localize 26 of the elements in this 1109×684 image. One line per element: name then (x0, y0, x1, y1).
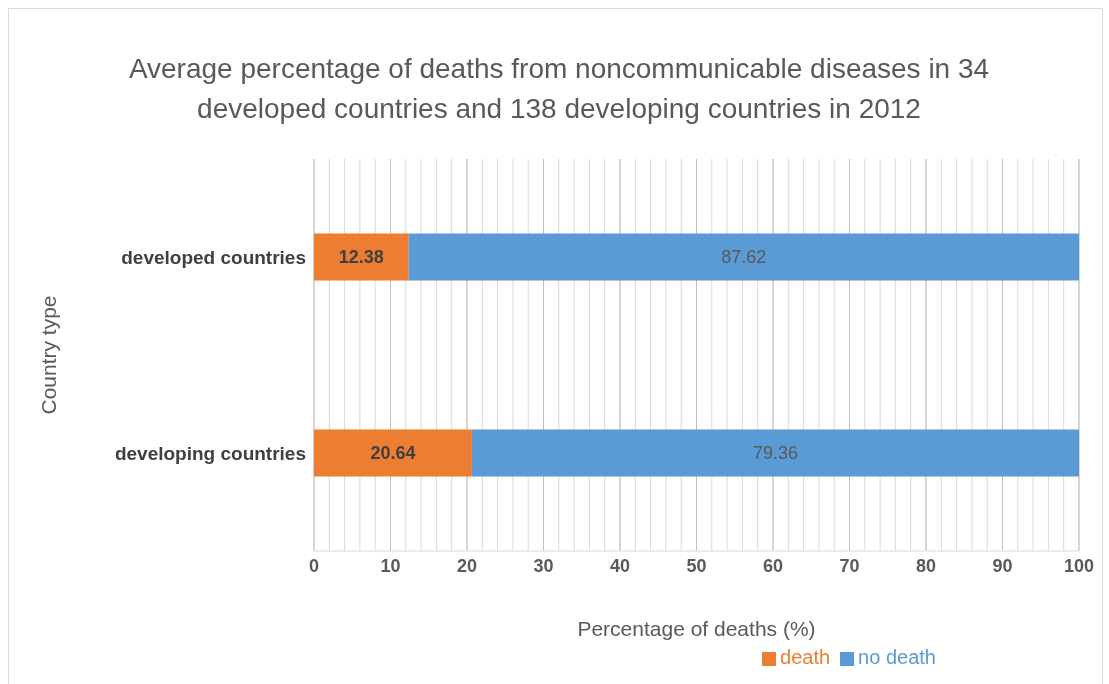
y-tick-label: developed countries (121, 246, 306, 268)
x-tick-label: 60 (762, 555, 784, 576)
x-tick-label: 0 (308, 555, 320, 576)
bar (408, 233, 1079, 281)
x-tick-label: 30 (533, 555, 554, 576)
data-label: 87.62 (721, 247, 767, 268)
data-label: 20.64 (370, 443, 416, 464)
x-tick-label: 50 (686, 555, 707, 576)
bar (471, 429, 1079, 477)
x-tick-label: 70 (839, 555, 860, 576)
x-tick-label: 10 (380, 555, 401, 576)
bar (314, 429, 472, 477)
data-label: 12.38 (338, 247, 384, 268)
legend-label: no death (858, 646, 936, 668)
x-tick-label: 100 (1063, 555, 1095, 576)
chart-title: Average percentage of deaths from noncommunicable diseases in 34 developed countries and 138 developing countries in 2012 (127, 52, 991, 126)
x-tick-label: 20 (456, 555, 478, 576)
y-axis-title: Country type (37, 295, 61, 415)
x-tick-label: 90 (992, 555, 1013, 576)
x-tick-label: 40 (609, 555, 631, 576)
x-tick-label: 80 (915, 555, 937, 576)
y-tick-label: developing countries (114, 442, 306, 464)
legend-label: death (780, 646, 831, 668)
data-label: 79.36 (752, 443, 798, 464)
bar (314, 233, 409, 281)
x-axis-title: Percentage of deaths (%) (577, 617, 816, 640)
